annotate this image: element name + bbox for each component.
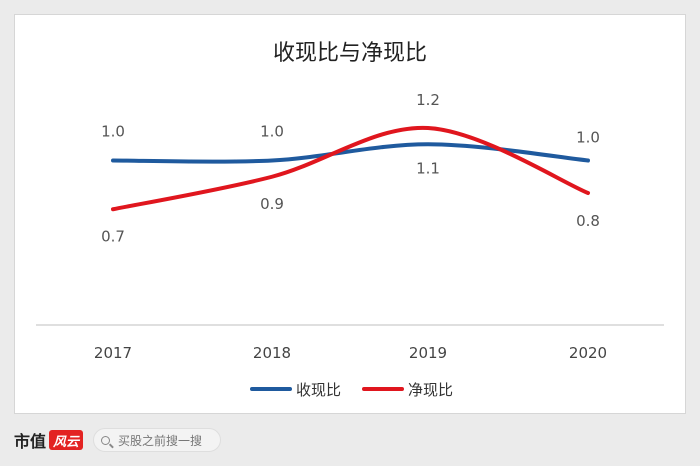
data-label-1-3: 0.8 [576,212,600,230]
x-tick-label-2020: 2020 [569,344,607,362]
legend-label-0: 收现比 [296,381,341,399]
brand-mark: 风云 [49,430,84,450]
data-label-1-1: 0.9 [260,195,284,213]
search-placeholder: 买股之前搜一搜 [118,433,203,448]
brand-text: 市值 [14,432,47,451]
search-icon [101,435,111,445]
legend-label-1: 净现比 [408,381,453,399]
data-label-1-0: 0.7 [101,227,125,245]
chart-title: 收现比与净现比 [273,41,427,66]
line-chart: 收现比与净现比 2017 2018 2019 2020 1.0 1.0 1.1 1.0 0.7… [36,41,664,399]
data-label-0-1: 1.0 [260,123,284,141]
data-label-1-2: 1.2 [416,91,440,109]
series-line-0 [111,142,590,164]
data-label-0-0: 1.0 [101,123,125,141]
x-tick-label-2019: 2019 [409,344,447,362]
search-box[interactable]: 买股之前搜一搜 [93,428,222,452]
chart-frame [14,14,686,414]
series-line-1 [111,125,590,212]
x-tick-label-2017: 2017 [94,344,132,362]
data-label-0-3: 1.0 [576,129,600,147]
footer: 市值 风云 买股之前搜一搜 [14,424,686,456]
data-label-0-2: 1.1 [416,159,440,177]
x-tick-label-2018: 2018 [253,344,291,362]
brand-logo: 市值 风云 [14,428,84,452]
